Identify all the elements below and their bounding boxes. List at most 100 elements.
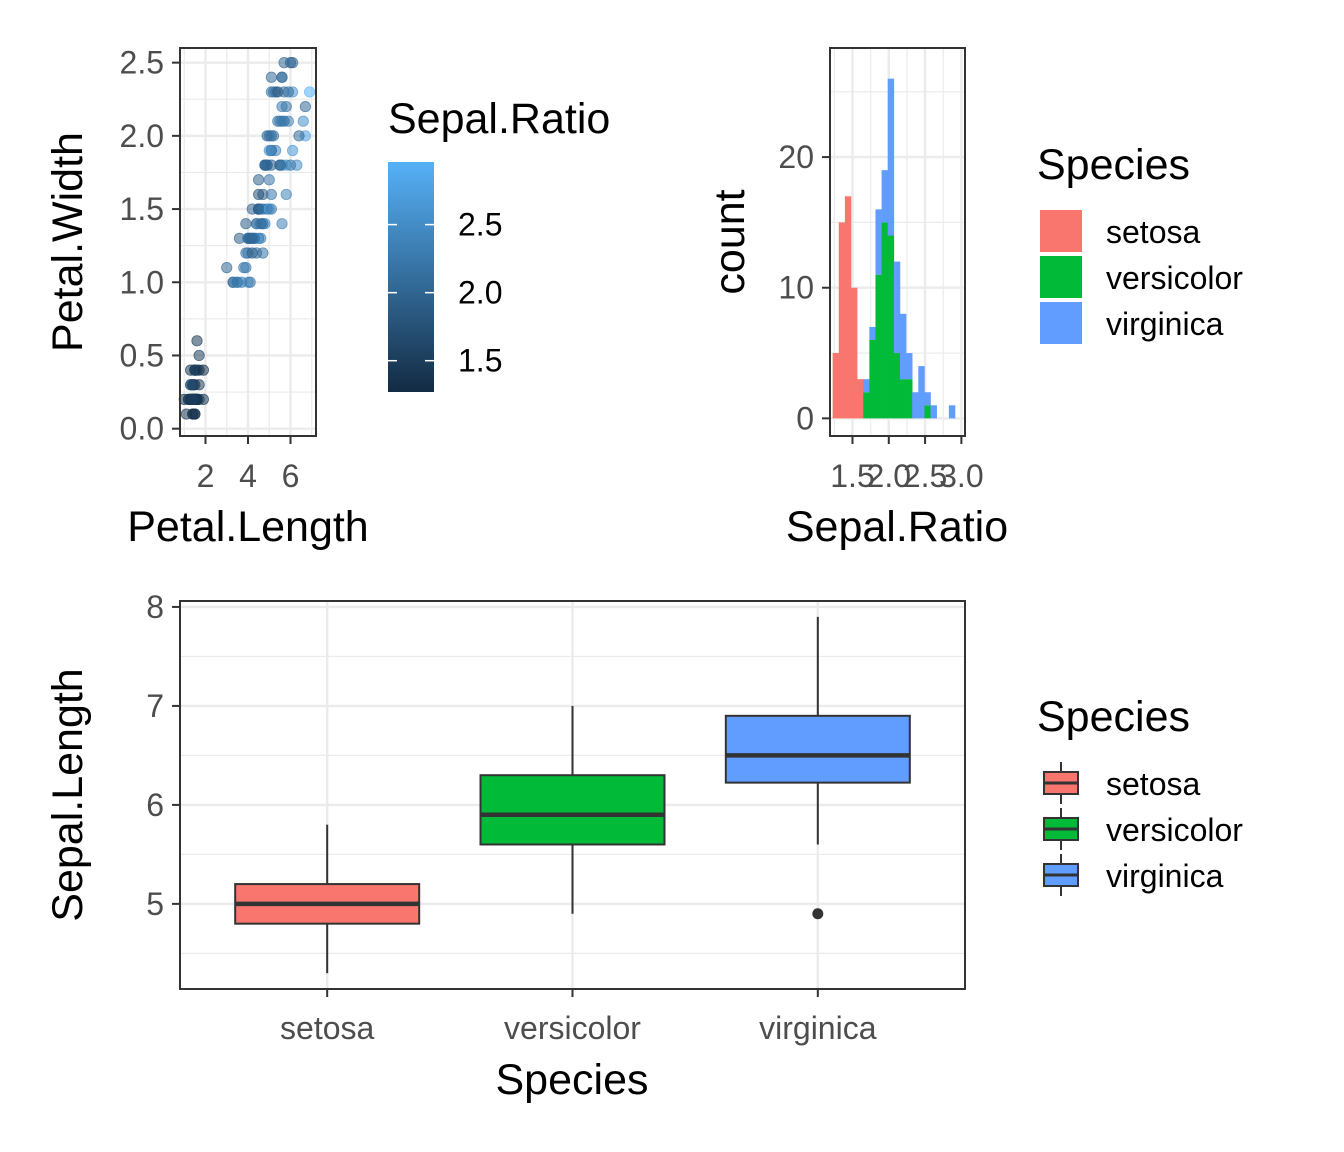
boxplot-box-versicolor <box>479 774 666 846</box>
histogram-bar-versicolor <box>869 339 876 419</box>
scatter-point <box>246 247 258 259</box>
histogram-x-tick-label: 3.0 <box>939 458 983 494</box>
histogram-y-tick-label: 10 <box>778 270 814 306</box>
histogram-y-ticks: 0 10 20 <box>778 139 830 436</box>
boxplot-legend-label: versicolor <box>1106 812 1243 848</box>
histogram-x-ticks: 1.52.02.53.0 <box>830 436 984 494</box>
boxplot-x-tick-label: setosa <box>280 1010 374 1046</box>
histogram-bar-virginica <box>948 405 956 419</box>
boxplot-legend-title: Species <box>1037 693 1190 741</box>
histogram-bar-virginica <box>863 379 870 393</box>
scatter-point <box>227 276 239 288</box>
histogram-legend-label: versicolor <box>1106 260 1243 296</box>
histogram-bar-versicolor <box>893 353 901 419</box>
histogram-panel: 1.52.02.53.0 0 10 20 Sepal.Ratio count Spe… <box>706 47 1243 551</box>
histogram-bar-setosa <box>832 353 840 419</box>
scatter-point <box>280 188 292 201</box>
histogram-bar-virginica <box>930 405 937 419</box>
scatter-point <box>191 335 203 347</box>
boxplot-x-tick-label: virginica <box>759 1010 877 1046</box>
scatter-point <box>267 130 280 142</box>
histogram-bar-virginica <box>893 261 901 354</box>
scatter-point <box>253 174 265 186</box>
scatter-point <box>253 188 265 201</box>
histogram-x-tick-label: 1.5 <box>830 458 874 494</box>
boxplot-legend-key-versicolor <box>1043 808 1079 850</box>
boxplot-legend-key-setosa <box>1043 762 1079 804</box>
scatter-x-tick-label: 2 <box>197 458 215 494</box>
scatter-point <box>197 364 209 376</box>
scatter-point <box>221 262 233 274</box>
scatter-point <box>272 115 284 127</box>
boxplot-outlier-virginica <box>812 908 824 920</box>
histogram-x-axis-title: Sepal.Ratio <box>786 503 1008 551</box>
boxplot-species-legend: Species setosa versicolor virginica <box>1037 693 1243 896</box>
histogram-bars <box>832 78 956 419</box>
boxplot-x-axis-title: Species <box>496 1056 649 1104</box>
scatter-point <box>265 159 277 171</box>
histogram-bar-setosa <box>838 222 846 419</box>
histogram-bar-versicolor <box>924 405 931 419</box>
histogram-y-tick-label: 0 <box>796 400 814 436</box>
scatter-x-tick-label: 6 <box>282 458 300 494</box>
scatter-point <box>276 71 288 83</box>
scatter-points <box>178 57 316 420</box>
scatter-point <box>278 57 290 69</box>
scatter-point <box>304 86 316 98</box>
scatter-point <box>265 71 277 83</box>
boxplot-legend-keys: setosa versicolor virginica <box>1043 762 1243 896</box>
histogram-bar-virginica <box>912 392 919 419</box>
scatter-point <box>287 144 299 157</box>
histogram-species-legend: Species setosa versicolor virginica <box>1037 141 1243 344</box>
histogram-legend-key-virginica <box>1040 302 1082 344</box>
histogram-bar-virginica <box>906 353 913 380</box>
colorbar-legend-title: Sepal.Ratio <box>388 95 610 143</box>
boxplot-y-axis-title: Sepal.Length <box>44 668 92 921</box>
scatter-x-tick-label: 4 <box>239 458 257 494</box>
colorbar-ticks: 2.5 2.0 1.5 <box>388 207 502 379</box>
boxplot-panel: setosa versicolor virginica 5 6 7 8 Species S… <box>44 589 1243 1104</box>
histogram-bar-virginica <box>881 170 889 223</box>
scatter-y-tick-label: 0.0 <box>120 411 164 447</box>
boxplot-x-tick-label: versicolor <box>504 1010 641 1046</box>
boxplot-boxes <box>234 616 911 974</box>
histogram-bar-virginica <box>924 392 931 406</box>
boxplot-legend-key-virginica <box>1043 854 1079 896</box>
scatter-y-tick-label: 0.5 <box>120 337 164 373</box>
scatter-point <box>272 86 284 98</box>
scatter-point <box>276 218 288 230</box>
histogram-bar-setosa <box>850 287 858 419</box>
histogram-bar-virginica <box>899 313 907 380</box>
histogram-bar-versicolor <box>863 392 870 419</box>
histogram-legend-keys: setosa versicolor virginica <box>1040 210 1243 344</box>
scatter-x-axis-title: Petal.Length <box>127 503 368 551</box>
scatter-point <box>263 144 275 157</box>
histogram-bar-versicolor <box>875 274 882 419</box>
histogram-plot-border <box>829 47 966 437</box>
colorbar-tick-label: 1.5 <box>458 343 502 379</box>
boxplot-x-ticks: setosa versicolor virginica <box>280 989 877 1046</box>
scatter-point <box>265 188 277 201</box>
scatter-point <box>255 218 267 230</box>
histogram-bar-virginica <box>887 78 895 236</box>
scatter-point <box>238 262 250 274</box>
boxplot-y-tick-label: 5 <box>146 886 164 922</box>
scatter-y-axis-title: Petal.Width <box>44 132 92 352</box>
histogram-bar-setosa <box>857 379 864 419</box>
colorbar-tick-label: 2.5 <box>458 207 502 243</box>
scatter-y-ticks: 0.0 0.5 1.0 1.5 2.0 2.5 <box>120 45 180 447</box>
boxplot-box-virginica <box>724 714 911 784</box>
histogram-legend-label: setosa <box>1106 214 1200 250</box>
scatter-point <box>240 218 252 230</box>
scatter-point <box>282 86 294 98</box>
scatter-point <box>297 115 309 127</box>
scatter-point <box>284 159 297 171</box>
histogram-bar-virginica <box>918 366 925 419</box>
scatter-point <box>263 174 275 186</box>
scatter-point <box>187 379 199 391</box>
scatter-point <box>244 232 256 244</box>
boxplot-y-tick-label: 8 <box>146 589 164 625</box>
